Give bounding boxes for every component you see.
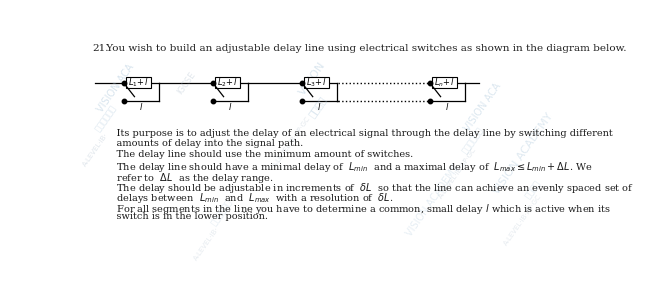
- Text: $L_2\!+\!l$: $L_2\!+\!l$: [217, 77, 238, 89]
- Text: 联寻国际教育: 联寻国际教育: [461, 125, 485, 155]
- Text: 国际教育: 国际教育: [524, 178, 542, 200]
- Text: A-LEVEL·IB·AP·GC: A-LEVEL·IB·AP·GC: [438, 146, 478, 199]
- Text: The delay line should have a minimal delay of  $L_{min}$  and a maximal delay of: The delay line should have a minimal del…: [104, 160, 593, 174]
- Text: A-LEVEL·IB·AP·GC: A-LEVEL·IB·AP·GC: [272, 116, 312, 169]
- Text: $l$: $l$: [317, 101, 321, 112]
- Text: VISION ACADEMY: VISION ACADEMY: [491, 112, 555, 196]
- Text: 21.: 21.: [92, 44, 108, 52]
- Text: $L_n\!+\!l$: $L_n\!+\!l$: [434, 77, 455, 89]
- Text: Its purpose is to adjust the delay of an electrical signal through the delay lin: Its purpose is to adjust the delay of an…: [104, 129, 613, 138]
- Text: You wish to build an adjustable delay line using electrical switches as shown in: You wish to build an adjustable delay li…: [102, 44, 626, 52]
- Text: $L_3\!+\!l$: $L_3\!+\!l$: [307, 77, 327, 89]
- Text: VISION ACA: VISION ACA: [96, 62, 137, 114]
- Bar: [126, 77, 151, 88]
- Text: $l$: $l$: [228, 101, 233, 112]
- Text: VISION: VISION: [297, 60, 327, 98]
- Text: A-LEVEL·IB·AP·GC: A-LEVEL·IB·AP·GC: [503, 193, 543, 246]
- Text: amounts of delay into the signal path.: amounts of delay into the signal path.: [104, 139, 303, 149]
- Text: For all segments in the line you have to determine a common, small delay $l$ whi: For all segments in the line you have to…: [104, 202, 611, 216]
- Text: delays between  $L_{min}$  and  $L_{max}$  with a resolution of  $\delta L$.: delays between $L_{min}$ and $L_{max}$ w…: [104, 191, 393, 205]
- Text: 联寻国际教育: 联寻国际教育: [209, 198, 234, 228]
- Text: A-LEVEL·IB·: A-LEVEL·IB·: [192, 225, 220, 261]
- Bar: [215, 77, 240, 88]
- Text: The delay should be adjustable in increments of  $\delta L$  so that the line ca: The delay should be adjustable in increm…: [104, 181, 634, 195]
- Text: VISION ACA: VISION ACA: [463, 81, 503, 133]
- Bar: [304, 77, 329, 88]
- Text: $l$: $l$: [445, 101, 449, 112]
- Text: IGCSE: IGCSE: [176, 70, 198, 97]
- Text: VISION ACADEMY: VISION ACADEMY: [404, 163, 461, 239]
- Text: $L_1\!+\!l$: $L_1\!+\!l$: [128, 77, 148, 89]
- Text: switch is in the lower position.: switch is in the lower position.: [104, 212, 268, 221]
- Text: $l$: $l$: [139, 101, 143, 112]
- Bar: [432, 77, 457, 88]
- Text: 联寻国际教育: 联寻国际教育: [94, 104, 119, 134]
- Text: The delay line should use the minimum amount of switches.: The delay line should use the minimum am…: [104, 150, 413, 159]
- Text: A-LEVEL·IB·: A-LEVEL·IB·: [82, 131, 110, 167]
- Text: 联寻国际: 联寻国际: [307, 95, 328, 120]
- Text: refer to  $\Delta L$  as the delay range.: refer to $\Delta L$ as the delay range.: [104, 170, 274, 185]
